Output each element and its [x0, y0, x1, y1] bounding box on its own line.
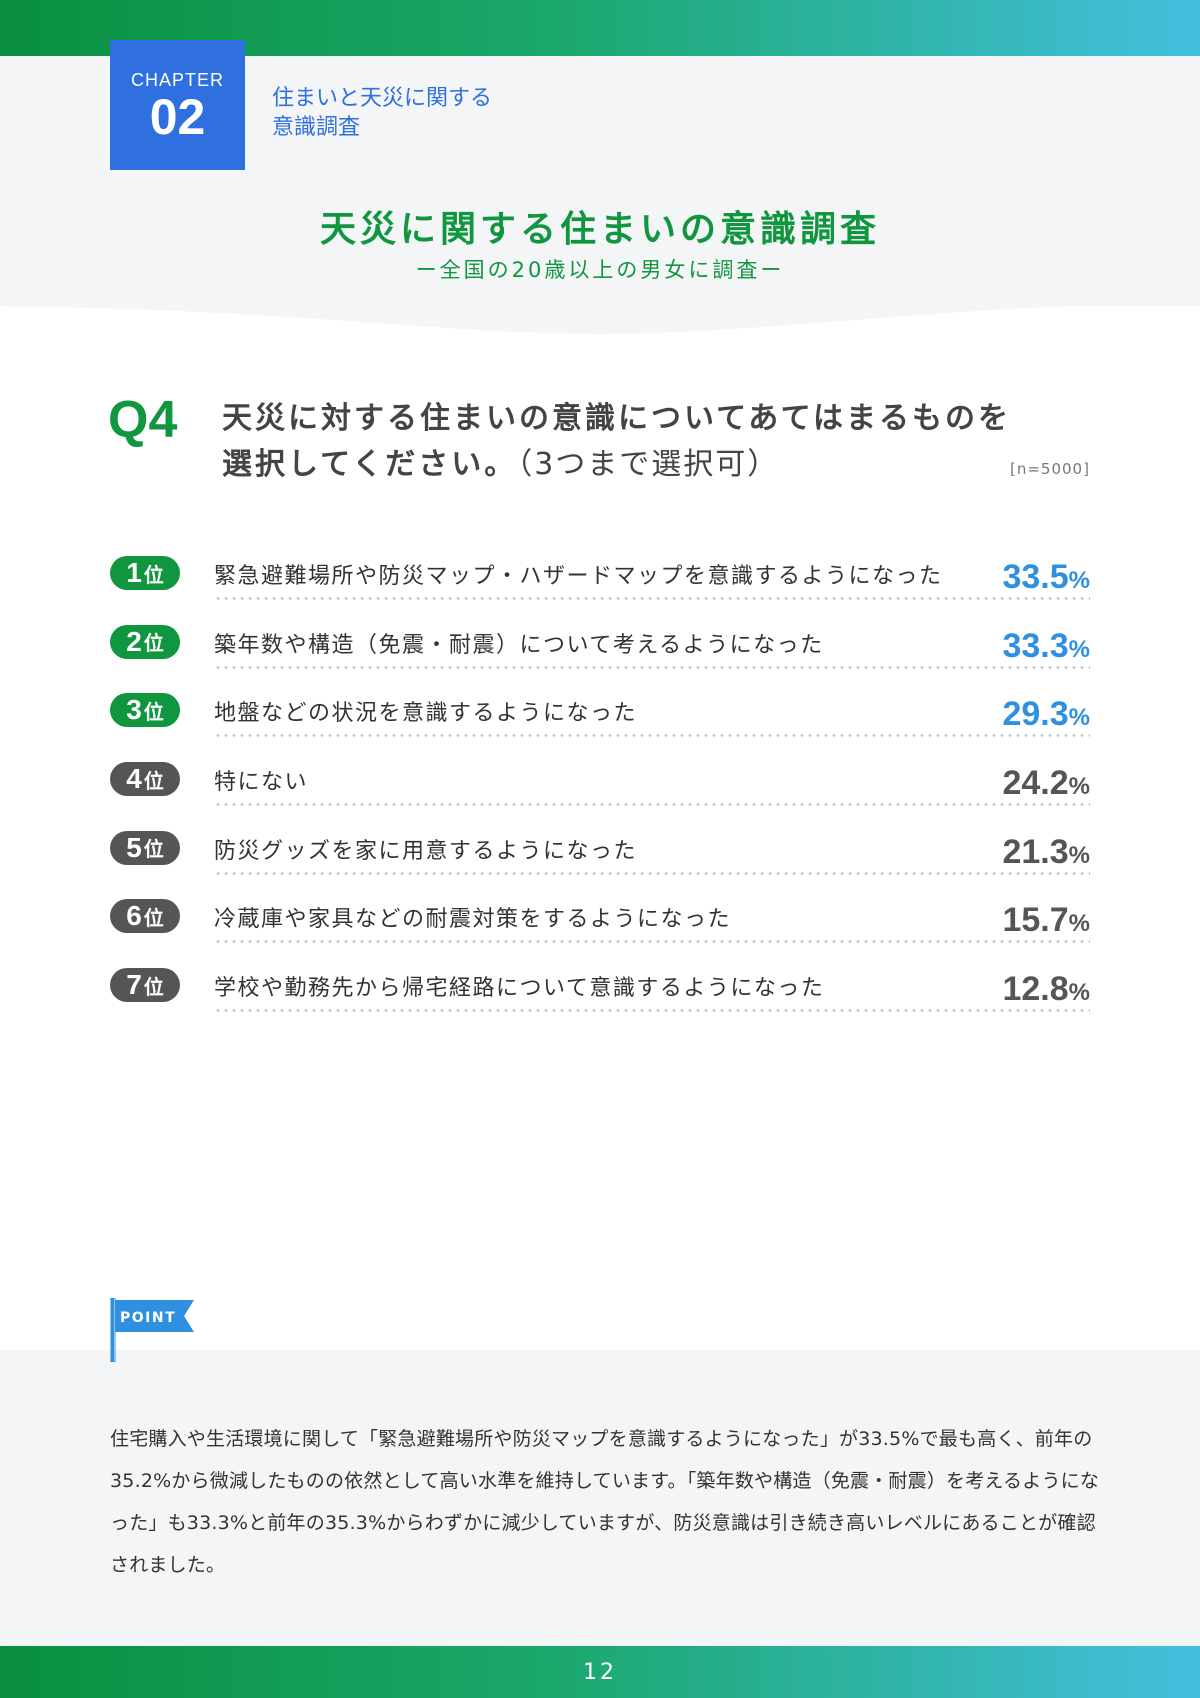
point-flag-icon: POINT [110, 1298, 194, 1362]
dotted-divider [214, 940, 1090, 944]
point-section-background [0, 1350, 1200, 1646]
rank-value-unit: % [1068, 841, 1090, 869]
rank-suffix: 位 [143, 905, 164, 930]
rank-suffix: 位 [143, 631, 164, 656]
header-wave-divider [0, 290, 1200, 334]
rank-value-number: 21.3 [1002, 832, 1069, 871]
chapter-badge: CHAPTER 02 [110, 40, 245, 170]
sample-size: [n=5000] [1010, 460, 1090, 478]
rank-value-unit: % [1068, 910, 1090, 938]
chapter-title: 住まいと天災に関する 意識調査 [272, 84, 552, 142]
rank-value-number: 29.3 [1002, 695, 1069, 734]
chapter-number: 02 [149, 89, 206, 145]
dotted-divider [214, 734, 1090, 738]
rank-number: 5 [126, 831, 142, 863]
rank-label: 学校や勤務先から帰宅経路について意識するようになった [214, 976, 825, 1002]
question-note: （3つまで選択可） [517, 447, 780, 482]
rank-value: 21.3% [1002, 833, 1090, 872]
question-line2-main: 選択してください。 [222, 447, 518, 482]
rank-value: 33.3% [1002, 627, 1090, 666]
rank-label: 地盤などの状況を意識するようになった [214, 701, 638, 727]
rank-value-unit: % [1068, 773, 1090, 801]
rank-number: 7 [126, 969, 142, 1001]
rank-value: 24.2% [1002, 764, 1090, 803]
rank-number: 2 [126, 625, 142, 657]
dotted-divider [214, 871, 1090, 875]
rank-label: 防災グッズを家に用意するようになった [214, 838, 638, 864]
survey-subtitle: ー全国の20歳以上の男女に調査ー [415, 258, 785, 282]
rank-suffix: 位 [143, 562, 164, 587]
footer-bar: 12 [0, 1646, 1200, 1698]
rank-value-number: 33.5 [1002, 558, 1069, 596]
rank-suffix: 位 [143, 699, 164, 724]
dotted-divider [214, 803, 1090, 807]
rank-value: 29.3% [1002, 695, 1090, 734]
rank-label: 築年数や構造（免震・耐震）について考えるようになった [214, 632, 824, 658]
dotted-divider [214, 665, 1090, 669]
chapter-label: CHAPTER [130, 70, 224, 90]
rank-value-unit: % [1068, 979, 1090, 1007]
rank-number: 6 [126, 900, 142, 932]
rank-label: 冷蔵庫や家具などの耐震対策をするようになった [214, 907, 732, 933]
dotted-divider [214, 597, 1090, 600]
rank-value-unit: % [1068, 704, 1090, 732]
rank-value-number: 33.3 [1002, 626, 1069, 665]
point-body: 住宅購入や生活環境に関して「緊急避難場所や防災マップを意識するようになった」が3… [110, 1428, 1100, 1576]
rank-value-unit: % [1068, 635, 1090, 663]
rank-number: 3 [126, 694, 142, 726]
rank-value-number: 15.7 [1002, 901, 1069, 940]
question-line1: 天災に対する住まいの意識についてあてはまるものを [222, 401, 1011, 436]
rank-value-number: 24.2 [1002, 764, 1069, 803]
rank-value-number: 12.8 [1002, 970, 1069, 1009]
rank-value: 33.5% [1002, 558, 1090, 597]
question-text: 天災に対する住まいの意識についてあてはまるものを 選択してください。（3つまで選… [222, 396, 1102, 488]
point-label: POINT [120, 1310, 176, 1326]
rank-number: 4 [126, 763, 142, 795]
question-line2: 選択してください。（3つまで選択可） [222, 442, 1102, 488]
rank-value: 15.7% [1002, 901, 1090, 940]
survey-title: 天災に関する住まいの意識調査 [319, 209, 880, 250]
rank-label: 特にない [214, 770, 309, 796]
rank-value-unit: % [1068, 567, 1090, 594]
rank-value: 12.8% [1002, 970, 1090, 1009]
rank-number: 1 [126, 557, 142, 588]
page-number: 12 [583, 1659, 617, 1685]
rank-suffix: 位 [143, 837, 164, 862]
chapter-title-line1: 住まいと天災に関する [272, 86, 493, 111]
rank-suffix: 位 [143, 768, 164, 793]
question-number: Q4 [108, 391, 178, 449]
dotted-divider [214, 1009, 1090, 1013]
rank-suffix: 位 [143, 974, 164, 999]
rank-label: 緊急避難場所や防災マップ・ハザードマップを意識するようになった [214, 564, 943, 589]
chapter-title-line2: 意識調査 [272, 115, 361, 140]
